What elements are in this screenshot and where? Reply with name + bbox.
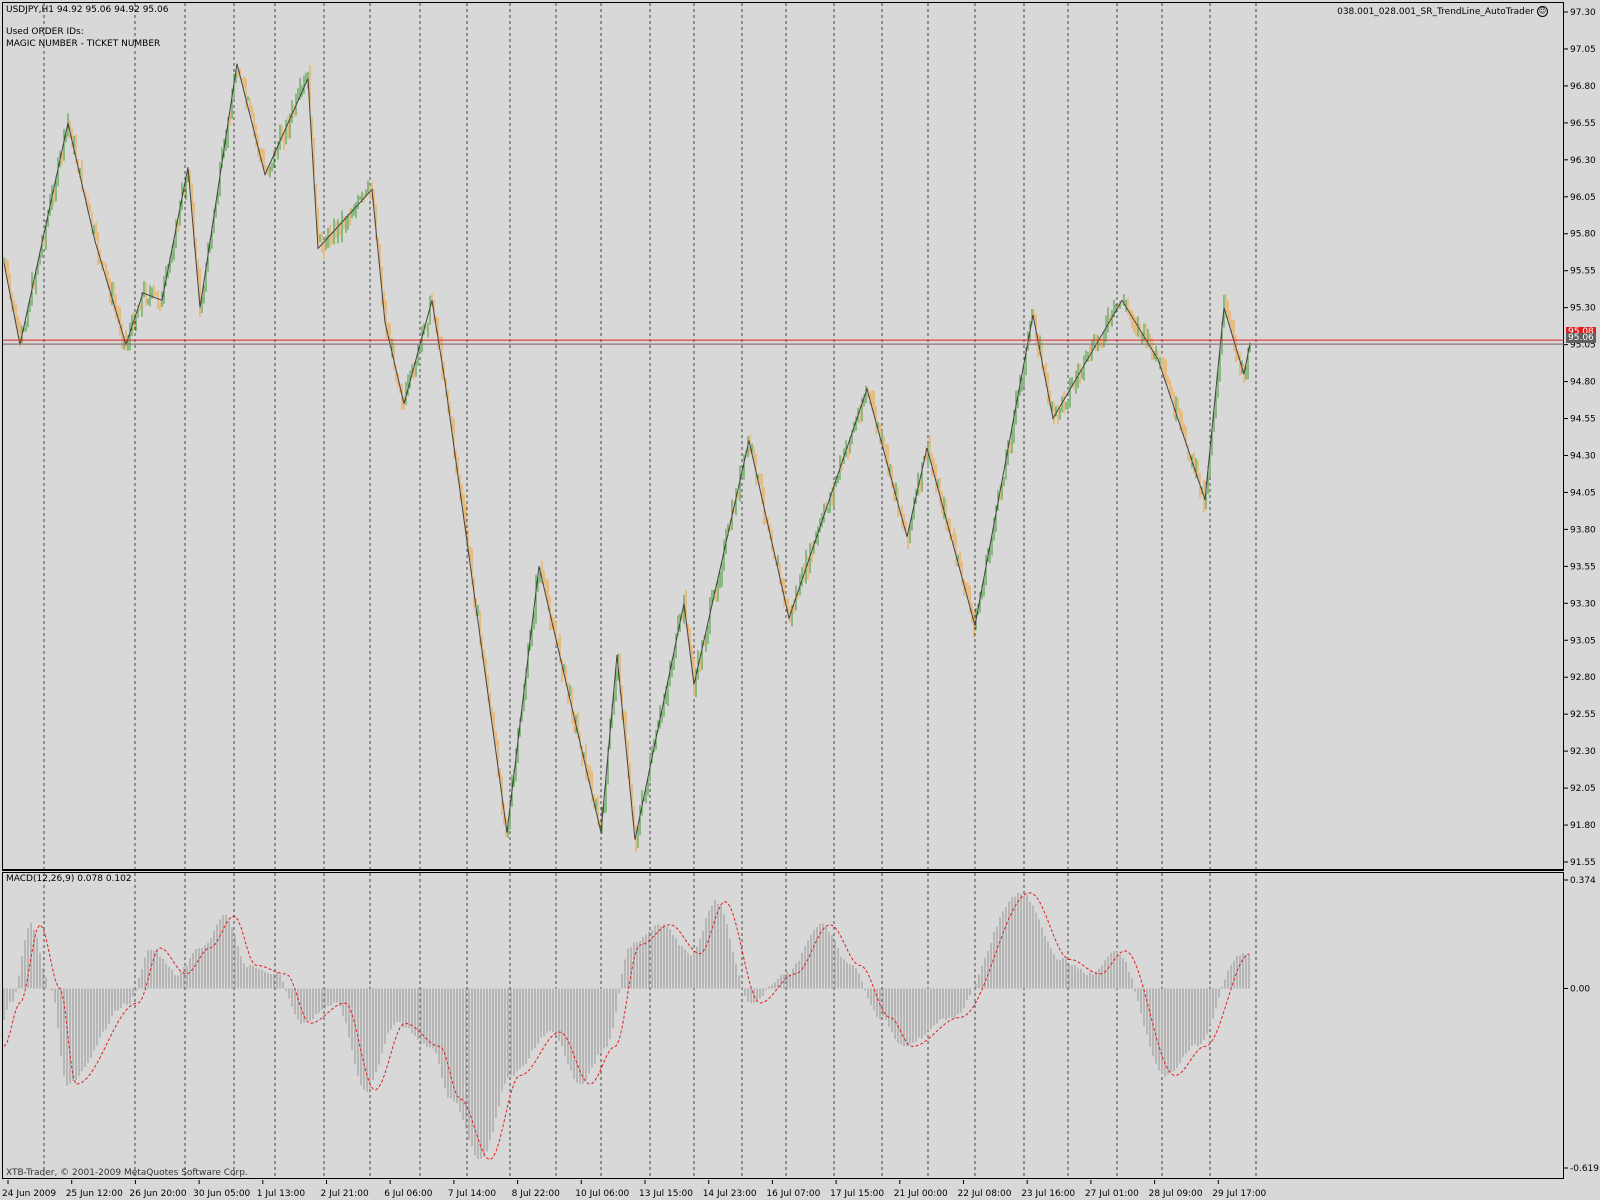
zigzag-line [3,63,1251,840]
time-tick-label: 29 Jul 17:00 [1212,1189,1266,1199]
macd-tick-label: -0.619 [1570,1164,1599,1174]
macd-signal-line [3,892,1250,1161]
support-resistance-lines[interactable] [3,339,1564,345]
time-tick-label: 14 Jul 23:00 [703,1189,757,1199]
macd-axis: 0.374 0.00 -0.619 [1564,876,1599,1174]
macd-label: MACD(12,26,9) 0.078 0.102 [6,874,132,884]
price-tick-label: 97.05 [1570,45,1596,55]
price-tick-label: 92.55 [1570,710,1596,720]
time-tick-label: 30 Jun 05:00 [193,1189,250,1199]
time-tick-label: 23 Jul 16:00 [1021,1189,1075,1199]
price-tick-label: 94.80 [1570,378,1596,388]
price-tick-label: 95.80 [1570,230,1596,240]
vertical-grid [43,3,1257,1178]
time-tick-label: 16 Jul 07:00 [766,1189,820,1199]
price-tick-label: 94.05 [1570,488,1596,498]
price-tick-label: 96.30 [1570,156,1596,166]
sr-price-tag: 95.08 [1566,327,1596,337]
time-tick-label: 8 Jul 22:00 [512,1189,561,1199]
price-tick-label: 95.30 [1570,304,1596,314]
time-tick-label: 1 Jul 13:00 [257,1189,306,1199]
time-tick-label: 27 Jul 01:00 [1085,1189,1139,1199]
price-tick-label: 92.05 [1570,784,1596,794]
time-tick-label: 17 Jul 15:00 [830,1189,884,1199]
price-tick-label: 92.30 [1570,747,1596,757]
price-tick-label: 95.55 [1570,267,1596,277]
price-tick-label: 91.80 [1570,821,1596,831]
macd-histogram [3,892,1250,1160]
price-axis: 97.30 97.05 96.80 96.55 96.30 96.05 95.80 95.55… [1564,8,1596,868]
macd-tick-label: 0.374 [1570,876,1596,886]
smiley-icon: ☺ [1537,6,1548,17]
copyright-footer: XTB-Trader, © 2001-2009 MetaQuotes Softw… [6,1168,248,1178]
time-tick-label: 7 Jul 14:00 [448,1189,497,1199]
macd-tick-label: 0.00 [1570,984,1590,994]
time-tick-label: 2 Jul 21:00 [321,1189,370,1199]
price-tick-label: 96.05 [1570,193,1596,203]
expert-name-label: 038.001_028.001_SR_TrendLine_AutoTrader [1337,7,1535,17]
price-tick-label: 96.55 [1570,119,1596,129]
price-tick-label: 93.30 [1570,599,1596,609]
time-tick-label: 25 Jun 12:00 [66,1189,123,1199]
price-tick-label: 94.30 [1570,451,1596,461]
price-tick-label: 95.05 [1570,341,1596,351]
time-tick-label: 21 Jul 00:00 [894,1189,948,1199]
time-tick-label: 22 Jul 08:00 [958,1189,1012,1199]
time-tick-label: 24 Jun 2009 [2,1189,56,1199]
time-tick-label: 28 Jul 09:00 [1149,1189,1203,1199]
time-tick-label: 13 Jul 15:00 [639,1189,693,1199]
price-tick-label: 94.55 [1570,415,1596,425]
order-ids-label: Used ORDER IDs: [6,27,84,37]
price-tick-label: 93.05 [1570,636,1596,646]
price-pane[interactable] [2,2,1564,870]
price-tick-label: 93.55 [1570,562,1596,572]
magic-ticket-label: MAGIC NUMBER - TICKET NUMBER [6,39,161,49]
price-tick-label: 93.80 [1570,525,1596,535]
price-tick-label: 92.80 [1570,673,1596,683]
current-price-tag: 95.06 [1566,333,1596,343]
time-axis: 24 Jun 2009 25 Jun 12:00 26 Jun 20:00 30 Ju… [2,1180,1267,1199]
time-tick-label: 10 Jul 06:00 [575,1189,629,1199]
time-tick-label: 26 Jun 20:00 [129,1189,186,1199]
price-tick-label: 96.80 [1570,82,1596,92]
macd-pane[interactable] [2,872,1564,1179]
price-tick-label: 91.55 [1570,858,1596,868]
symbol-info: USDJPY,H1 94.92 95.06 94.92 95.06 [6,5,169,15]
price-tick-label: 97.30 [1570,8,1596,18]
time-tick-label: 6 Jul 06:00 [384,1189,433,1199]
expert-name[interactable]: 038.001_028.001_SR_TrendLine_AutoTrader … [1337,6,1548,18]
